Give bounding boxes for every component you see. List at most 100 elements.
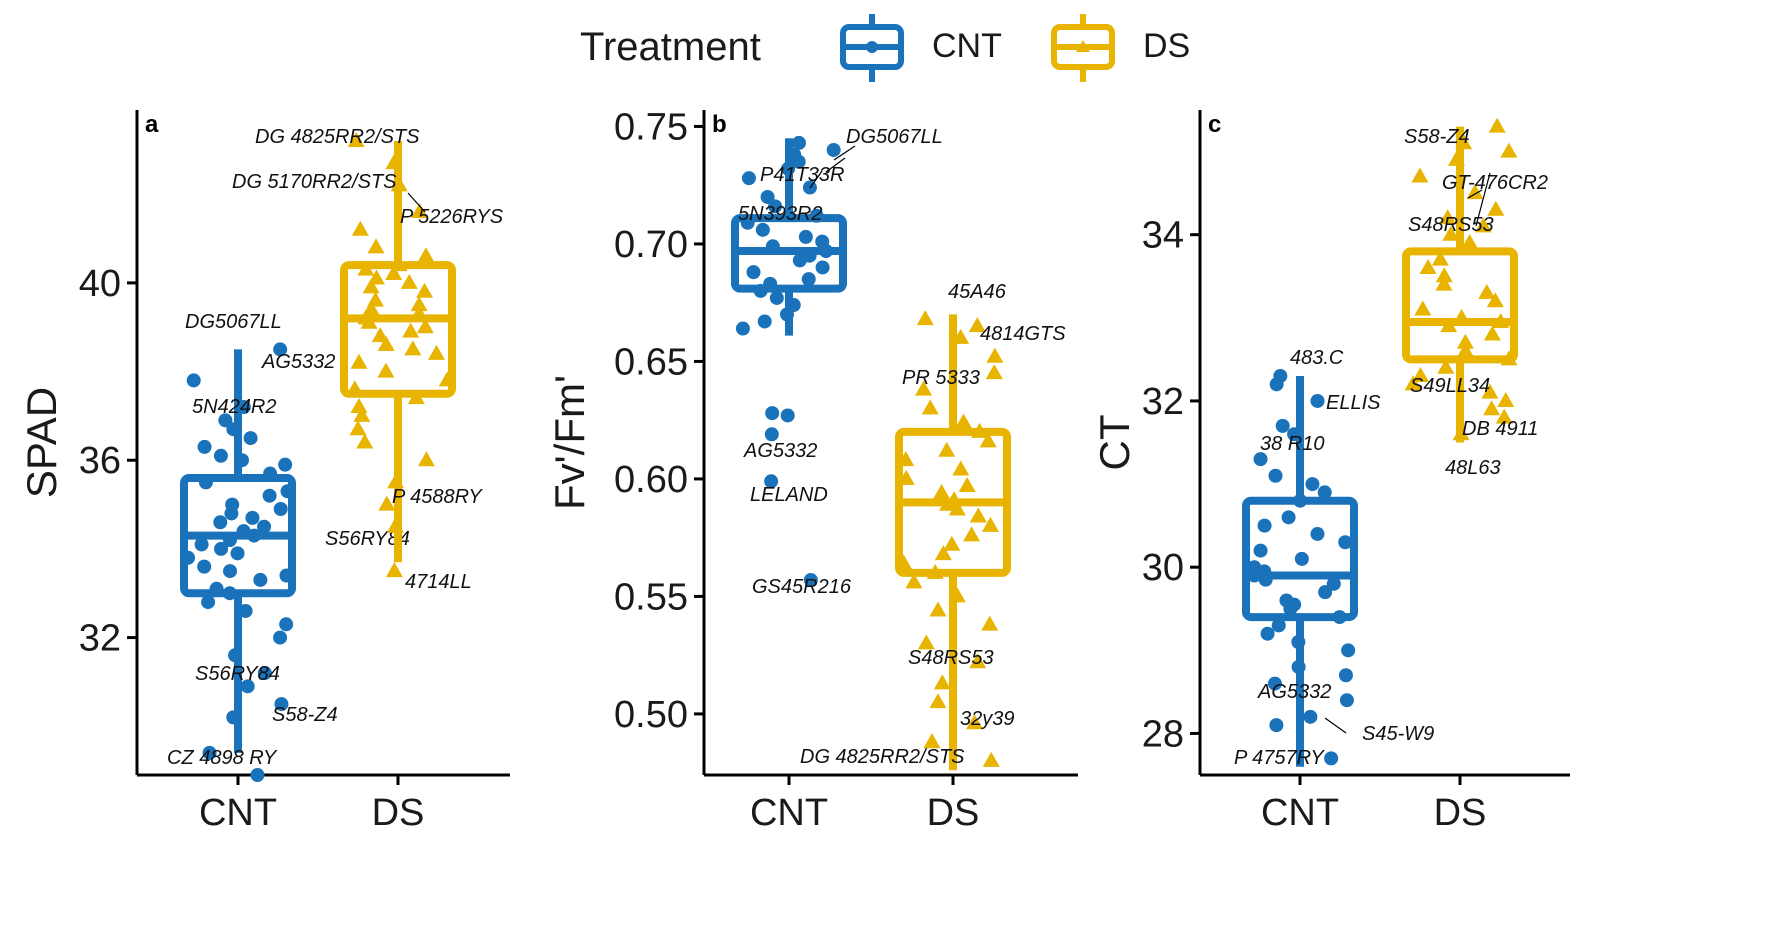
point-cnt bbox=[1258, 572, 1273, 587]
y-tick-label: 0.50 bbox=[614, 694, 688, 736]
point-ds bbox=[385, 154, 403, 170]
point-cnt bbox=[1305, 477, 1320, 492]
point-ds bbox=[378, 495, 396, 511]
point-cnt bbox=[1253, 543, 1268, 558]
legend-key-ds bbox=[1051, 14, 1115, 82]
point-cnt bbox=[202, 745, 217, 760]
point-ds bbox=[1431, 250, 1449, 266]
point-cnt bbox=[274, 697, 289, 712]
panel-tag: a bbox=[145, 111, 159, 138]
point-ds bbox=[386, 517, 404, 533]
point-cnt bbox=[740, 215, 755, 230]
point-annotation: DB 4911 bbox=[1462, 418, 1538, 440]
point-annotation: 4814GTS bbox=[980, 323, 1066, 345]
point-annotation: P 4588RY bbox=[392, 486, 483, 508]
point-ds bbox=[1447, 150, 1465, 166]
box-ds bbox=[340, 261, 456, 398]
y-tick-label: 32 bbox=[1142, 381, 1184, 423]
point-ds bbox=[958, 476, 976, 492]
point-ds bbox=[1456, 333, 1474, 349]
point-cnt bbox=[791, 135, 806, 150]
point-ds bbox=[952, 328, 970, 344]
point-cnt bbox=[181, 550, 196, 565]
box-ds bbox=[1402, 247, 1518, 364]
point-annotation: GT-476CR2 bbox=[1442, 172, 1548, 194]
point-ds bbox=[934, 545, 952, 561]
point-annotation: S45-W9 bbox=[1362, 723, 1434, 745]
point-cnt bbox=[757, 314, 772, 329]
point-cnt bbox=[755, 222, 770, 237]
point-cnt bbox=[764, 427, 779, 442]
x-tick-label: CNT bbox=[1261, 792, 1339, 834]
point-cnt bbox=[247, 528, 262, 543]
point-cnt bbox=[236, 400, 251, 415]
point-ds bbox=[416, 318, 434, 334]
point-cnt bbox=[1341, 643, 1356, 658]
point-cnt bbox=[753, 283, 768, 298]
x-tick-label: DS bbox=[1434, 792, 1487, 834]
point-ds bbox=[966, 714, 984, 730]
point-cnt bbox=[1281, 510, 1296, 525]
panel-b: 0.50 0.55 0.60 0.65 0.70 0.75 CNT DS Fv'/Fm' b DG5… bbox=[546, 106, 1078, 834]
point-cnt bbox=[1338, 668, 1353, 683]
point-cnt bbox=[223, 564, 238, 579]
point-ds bbox=[929, 693, 947, 709]
point-ds bbox=[360, 313, 378, 329]
point-annotation: DG5067LL bbox=[185, 311, 282, 333]
y-tick-label: 0.55 bbox=[614, 576, 688, 618]
point-ds bbox=[438, 371, 456, 387]
point-ds bbox=[1492, 312, 1510, 328]
point-cnt bbox=[243, 431, 258, 446]
point-cnt bbox=[273, 502, 288, 516]
point-ds bbox=[1466, 184, 1484, 200]
point-cnt bbox=[197, 439, 212, 454]
annotation-leader bbox=[833, 145, 856, 161]
y-tick-label: 0.60 bbox=[614, 459, 688, 501]
point-ds bbox=[939, 495, 957, 511]
point-cnt bbox=[1268, 468, 1283, 483]
point-cnt bbox=[746, 265, 761, 280]
point-ds bbox=[1483, 400, 1501, 416]
point-ds bbox=[1404, 375, 1422, 391]
point-ds bbox=[938, 441, 956, 457]
point-cnt bbox=[1324, 751, 1339, 766]
annotation-leader bbox=[825, 157, 846, 173]
point-ds bbox=[1487, 200, 1505, 216]
point-cnt bbox=[201, 595, 216, 610]
point-cnt bbox=[798, 229, 813, 244]
x-tick-label: CNT bbox=[199, 792, 277, 834]
point-ds bbox=[350, 398, 368, 414]
point-ds bbox=[921, 399, 939, 415]
point-cnt bbox=[273, 342, 288, 357]
point-ds bbox=[1478, 283, 1496, 299]
point-cnt bbox=[262, 488, 277, 503]
point-annotation: S49LL34 bbox=[1410, 375, 1490, 397]
point-cnt bbox=[1310, 393, 1325, 408]
point-annotation: 5N424R2 bbox=[192, 396, 277, 418]
point-annotation: P 5226RYS bbox=[400, 206, 504, 228]
point-ds bbox=[400, 273, 418, 289]
point-ds bbox=[347, 132, 365, 148]
point-cnt bbox=[815, 260, 830, 275]
point-ds bbox=[955, 413, 973, 429]
point-cnt bbox=[765, 239, 780, 254]
point-cnt bbox=[1269, 718, 1284, 733]
point-ds bbox=[895, 554, 913, 570]
point-ds bbox=[377, 335, 395, 351]
point-cnt bbox=[209, 581, 224, 596]
point-ds bbox=[410, 304, 428, 320]
point-ds bbox=[926, 563, 944, 579]
point-ds bbox=[981, 615, 999, 631]
point-ds bbox=[929, 601, 947, 617]
legend-label-ds: DS bbox=[1143, 27, 1190, 65]
point-annotation: 5N393R2 bbox=[738, 203, 823, 225]
point-annotation: AG5332 bbox=[743, 440, 817, 462]
point-ds bbox=[350, 353, 368, 369]
point-ds bbox=[933, 674, 951, 690]
point-cnt bbox=[769, 290, 784, 305]
point-cnt bbox=[781, 161, 796, 176]
point-ds bbox=[416, 282, 434, 298]
point-ds bbox=[1453, 308, 1471, 324]
point-annotation: 48L63 bbox=[1445, 457, 1501, 479]
